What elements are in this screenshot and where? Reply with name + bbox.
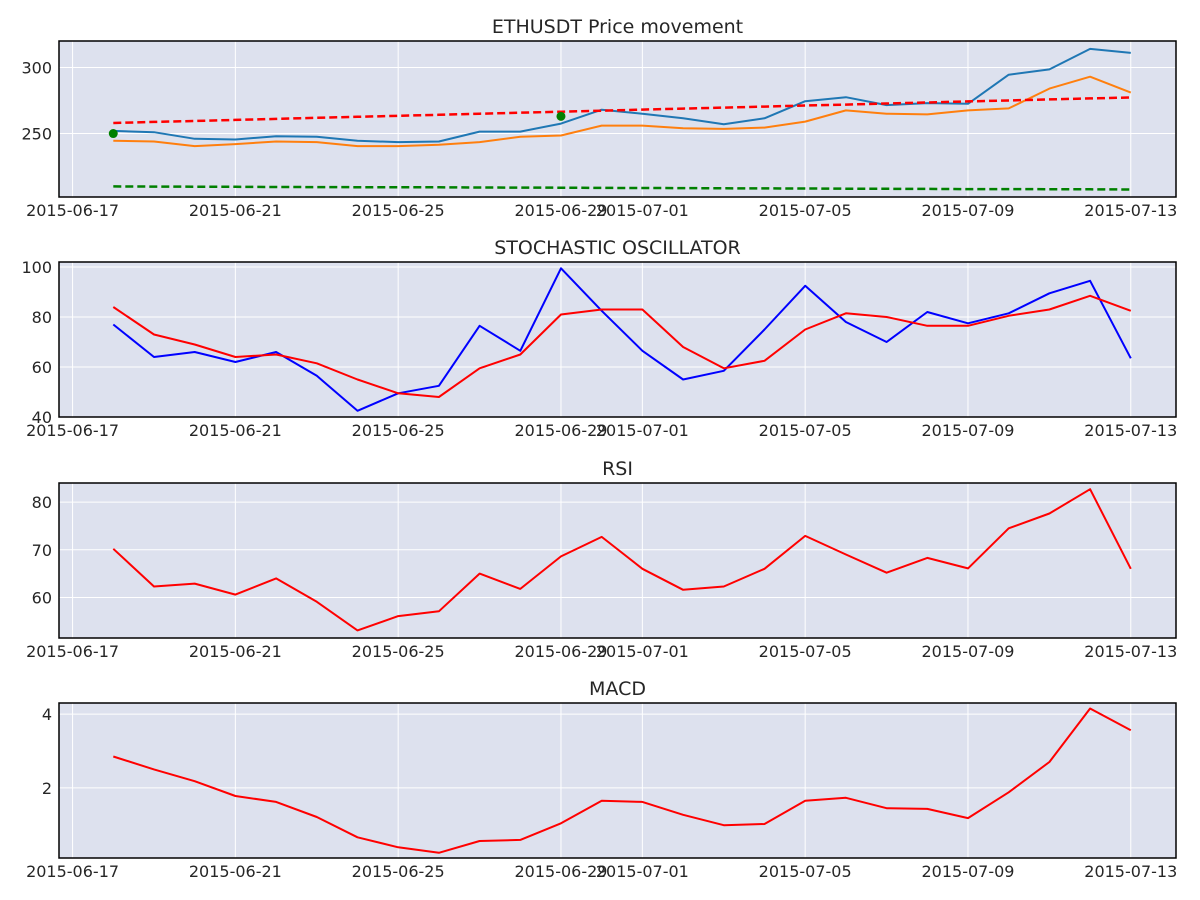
plot-background <box>59 262 1176 417</box>
y-tick-label: 80 <box>32 493 52 512</box>
x-tick-label: 2015-07-05 <box>759 421 852 440</box>
series-line-1 <box>113 47 1131 144</box>
x-tick-label: 2015-06-21 <box>189 862 282 881</box>
plot-frame <box>58 482 1177 639</box>
chart-title: ETHUSDT Price movement <box>492 16 743 38</box>
x-tick-label: 2015-06-25 <box>352 862 445 881</box>
signal-marker-2 <box>556 111 566 121</box>
plot-background <box>59 483 1176 638</box>
y-tick-label: 60 <box>32 358 52 377</box>
x-tick-label: 2015-06-29 <box>514 421 607 440</box>
x-tick-label: 2015-06-25 <box>352 201 445 220</box>
y-tick-label: 60 <box>32 588 52 607</box>
y-tick-label: 4 <box>42 705 52 724</box>
y-tick-label: 100 <box>21 258 52 277</box>
x-tick-label: 2015-06-25 <box>352 642 445 661</box>
x-tick-label: 2015-06-17 <box>26 421 119 440</box>
series-line-4 <box>113 185 1131 191</box>
x-tick-label: 2015-06-17 <box>26 862 119 881</box>
x-tick-label: 2015-07-13 <box>1084 642 1177 661</box>
x-tick-label: 2015-06-21 <box>189 642 282 661</box>
chart-panel-2: STOCHASTIC OSCILLATOR 2015-06-17 2015-06-2… <box>21 237 1177 440</box>
signal-marker-1 <box>108 129 118 139</box>
chart-panel-3: RSI 2015-06-17 2015-06-21 2015-06-25 2015-06… <box>26 458 1177 661</box>
chart-title: STOCHASTIC OSCILLATOR <box>494 237 741 259</box>
x-tick-label: 2015-07-09 <box>921 862 1014 881</box>
plot-frame <box>58 261 1177 418</box>
plot-frame <box>58 702 1177 859</box>
x-tick-label: 2015-07-09 <box>921 201 1014 220</box>
x-tick-label: 2015-07-13 <box>1084 201 1177 220</box>
chart-panel-4: MACD 2015-06-17 2015-06-21 2015-06-25 2015-0… <box>26 678 1177 881</box>
x-tick-label: 2015-07-05 <box>759 201 852 220</box>
x-tick-label: 2015-07-01 <box>596 421 689 440</box>
chart-title: RSI <box>602 458 633 480</box>
y-tick-label: 40 <box>32 408 52 427</box>
y-tick-label: 2 <box>42 779 52 798</box>
x-tick-label: 2015-06-29 <box>514 201 607 220</box>
series-line-1 <box>112 707 1132 854</box>
x-tick-label: 2015-06-17 <box>26 201 119 220</box>
x-tick-label: 2015-06-29 <box>514 642 607 661</box>
x-tick-label: 2015-07-01 <box>596 862 689 881</box>
x-tick-label: 2015-07-09 <box>921 642 1014 661</box>
series-line-3 <box>113 96 1131 125</box>
series-line-2 <box>113 75 1132 148</box>
plot-frame <box>58 40 1177 198</box>
x-tick-label: 2015-07-09 <box>921 421 1014 440</box>
chart-panel-1: ETHUSDT Price movement 2015-06-17 2015-06-… <box>21 16 1177 220</box>
series-line-1 <box>112 488 1132 632</box>
y-tick-label: 80 <box>32 308 52 327</box>
x-tick-label: 2015-07-01 <box>596 201 689 220</box>
x-tick-label: 2015-07-05 <box>759 862 852 881</box>
y-tick-label: 250 <box>21 125 52 144</box>
chart-title: MACD <box>589 678 646 700</box>
x-tick-label: 2015-06-21 <box>189 421 282 440</box>
x-tick-label: 2015-07-13 <box>1084 421 1177 440</box>
x-tick-label: 2015-07-13 <box>1084 862 1177 881</box>
y-tick-label: 300 <box>21 58 52 77</box>
y-tick-label: 70 <box>32 541 52 560</box>
x-tick-label: 2015-06-29 <box>514 862 607 881</box>
x-tick-label: 2015-06-25 <box>352 421 445 440</box>
x-tick-label: 2015-07-01 <box>596 642 689 661</box>
x-tick-label: 2015-06-21 <box>189 201 282 220</box>
x-tick-label: 2015-07-05 <box>759 642 852 661</box>
x-tick-label: 2015-06-17 <box>26 642 119 661</box>
plot-background <box>59 703 1176 858</box>
series-line-2 <box>112 294 1132 398</box>
